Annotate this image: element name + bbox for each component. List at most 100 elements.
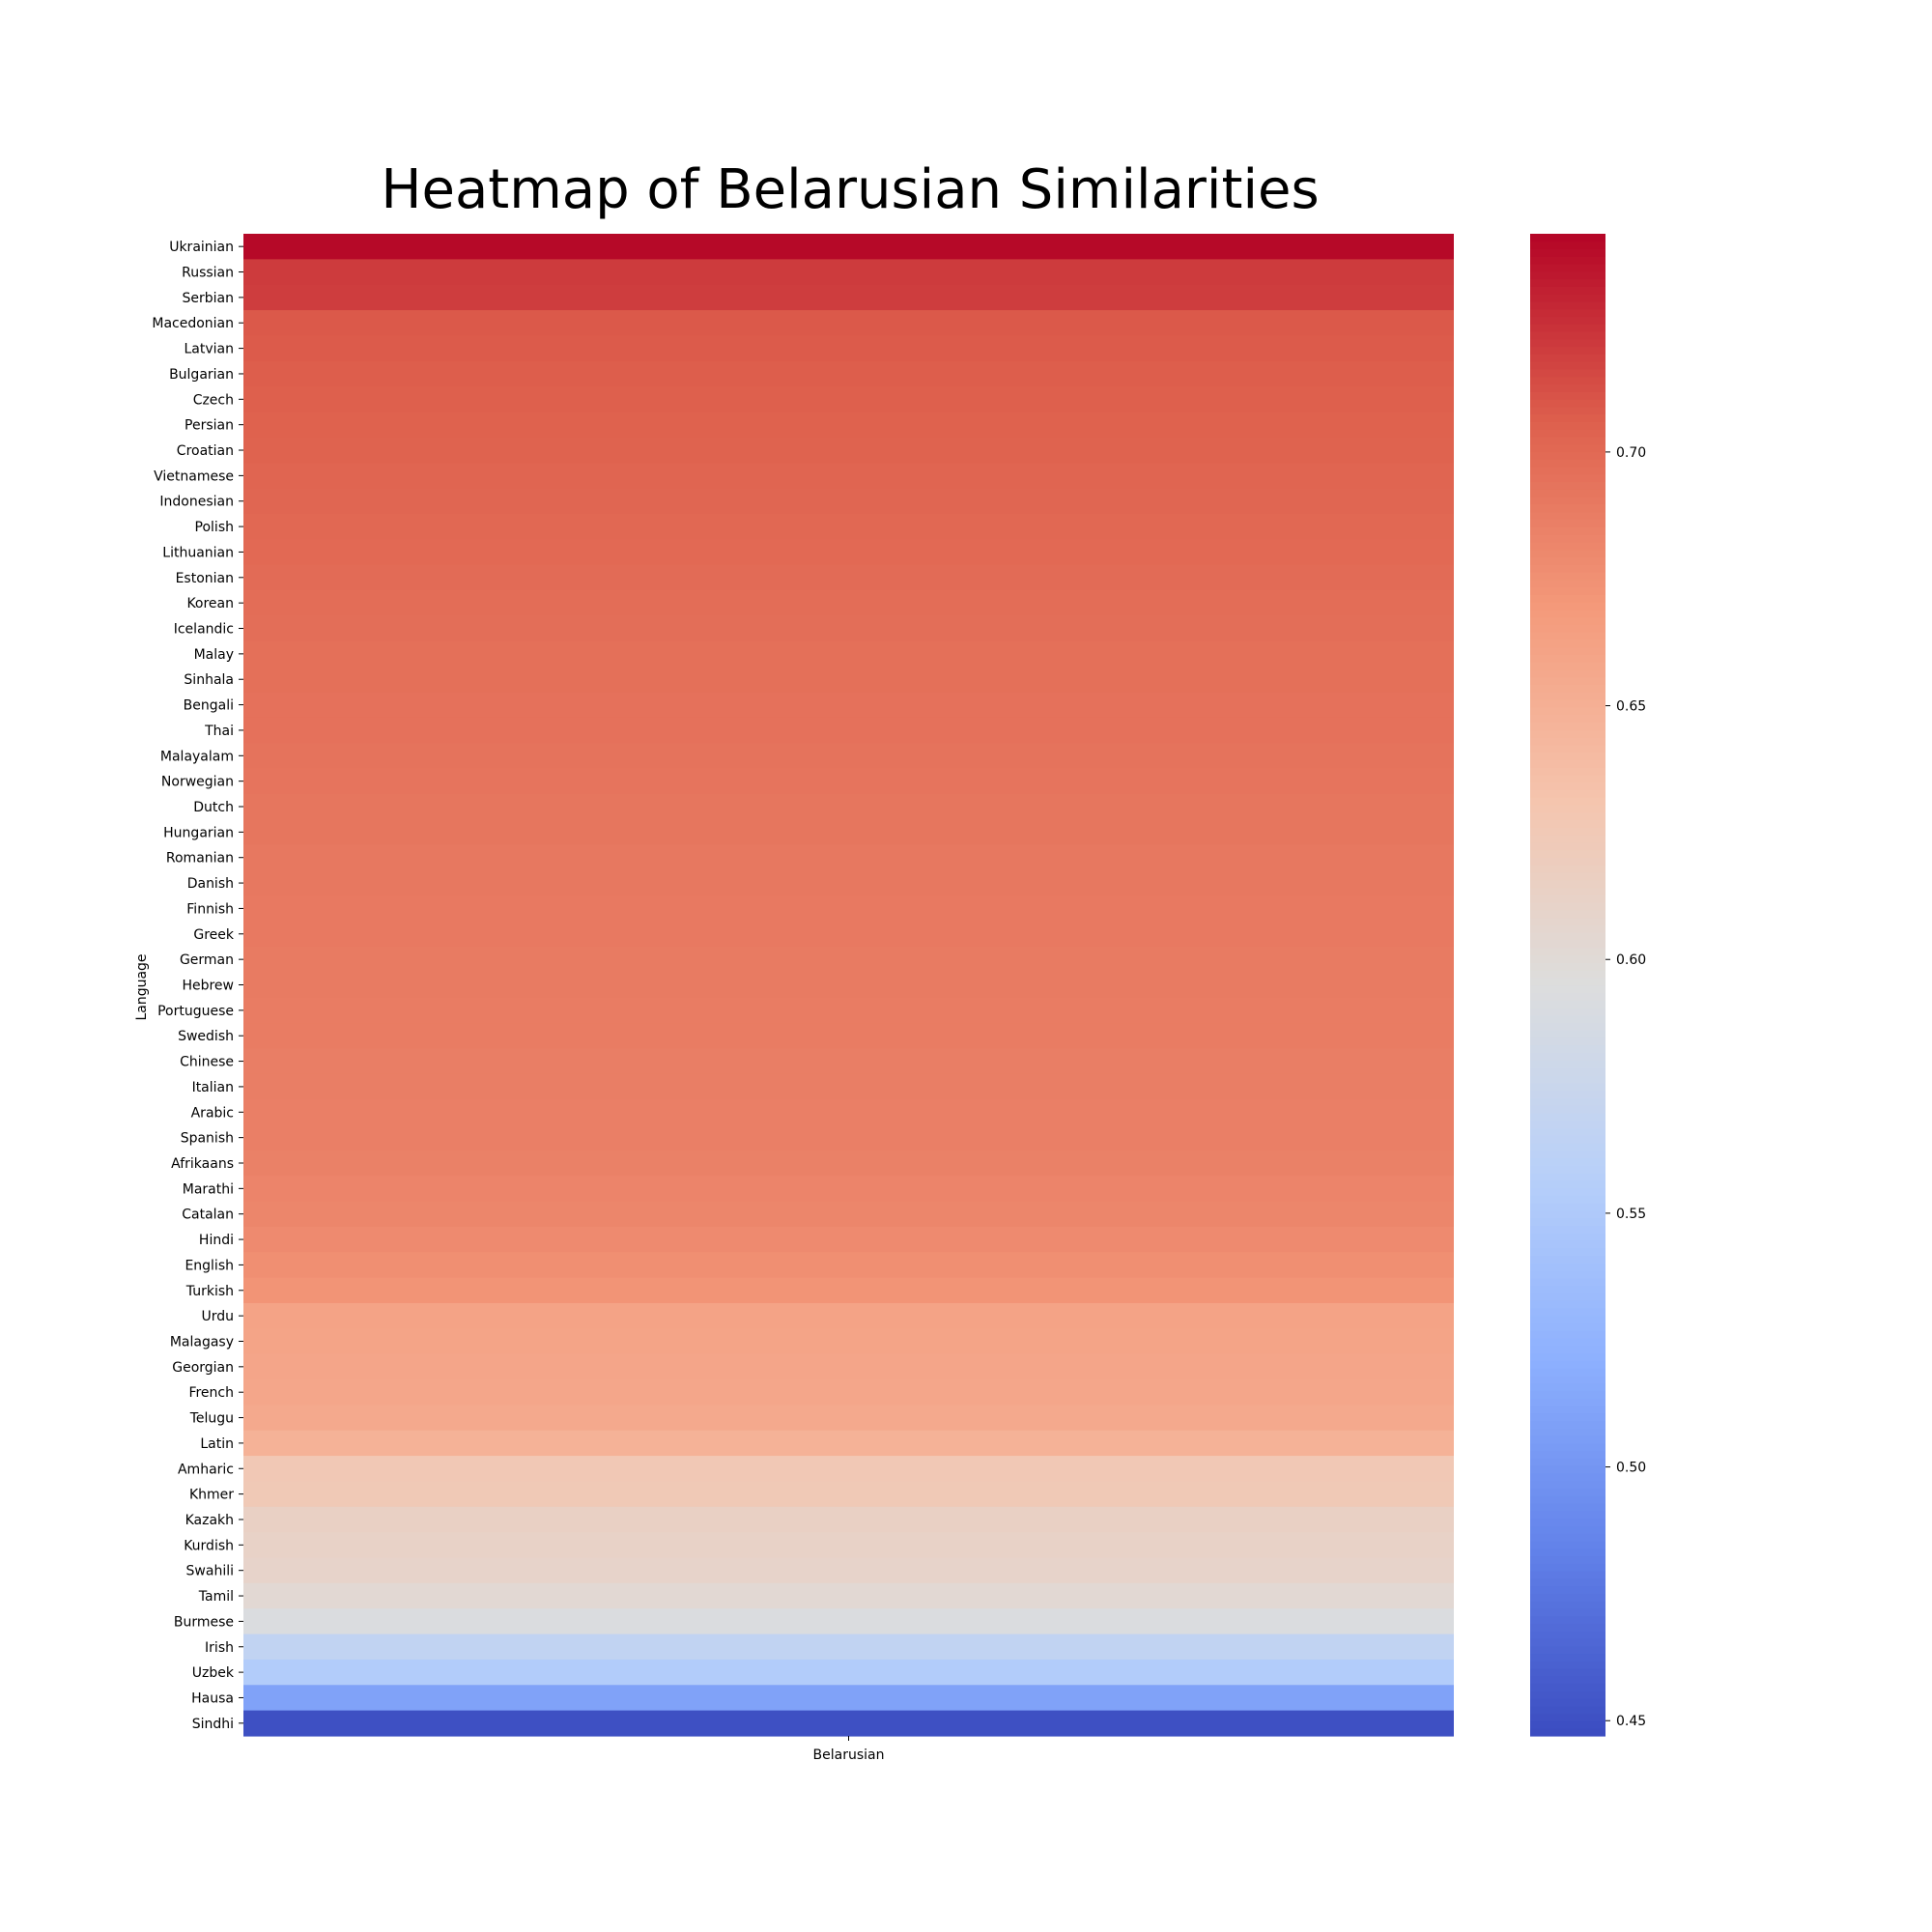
- row-label: Bulgarian: [169, 367, 234, 383]
- colorbar-segment: [1530, 338, 1605, 348]
- row-label: Georgian: [172, 1360, 234, 1376]
- colorbar-segment: [1530, 736, 1605, 746]
- column-label: Belarusian: [813, 1747, 885, 1763]
- row-label: Lithuanian: [162, 545, 234, 560]
- row-label: Arabic: [191, 1105, 234, 1121]
- colorbar-segment: [1530, 346, 1605, 355]
- heatmap-cell: [243, 1710, 1454, 1737]
- row-label: Kurdish: [184, 1538, 234, 1553]
- colorbar-segment: [1530, 391, 1605, 400]
- colorbar-segment: [1530, 1202, 1605, 1211]
- colorbar-segment: [1530, 676, 1605, 686]
- column-tick-labels: Belarusian: [813, 1736, 885, 1763]
- heatmap-cell: [243, 768, 1454, 795]
- colorbar-segment: [1530, 797, 1605, 806]
- colorbar-segment: [1530, 1390, 1605, 1399]
- colorbar-segment: [1530, 1074, 1605, 1084]
- colorbar-segment: [1530, 1668, 1605, 1677]
- colorbar-segment: [1530, 1225, 1605, 1234]
- row-label: Burmese: [174, 1614, 234, 1630]
- colorbar-segment: [1530, 467, 1605, 475]
- colorbar-segment: [1530, 1442, 1605, 1452]
- heatmap-cell: [243, 310, 1454, 337]
- heatmap-cell: [243, 539, 1454, 566]
- colorbar-segment: [1530, 909, 1605, 919]
- row-label: Khmer: [189, 1488, 234, 1503]
- row-label: Malay: [194, 647, 234, 663]
- colorbar-segment: [1530, 1525, 1605, 1534]
- colorbar-segment: [1530, 632, 1605, 640]
- row-label: Indonesian: [159, 495, 234, 510]
- colorbar-segment: [1530, 286, 1605, 295]
- colorbar-segment: [1530, 451, 1605, 460]
- colorbar-segment: [1530, 1661, 1605, 1669]
- colorbar-segment: [1530, 1285, 1605, 1293]
- colorbar-segment: [1530, 969, 1605, 979]
- row-label: Catalan: [182, 1208, 234, 1223]
- heatmap-cell: [243, 386, 1454, 413]
- colorbar-segment: [1530, 729, 1605, 738]
- row-label: Norwegian: [161, 775, 234, 790]
- colorbar-segment: [1530, 1577, 1605, 1587]
- heatmap-cell: [243, 1506, 1454, 1533]
- colorbar-segment: [1530, 639, 1605, 648]
- colorbar-segment: [1530, 1533, 1605, 1542]
- row-tick-labels: Ukrainian Russian Serbian Macedonian Latvian…: [152, 240, 243, 1732]
- colorbar-segment: [1530, 811, 1605, 821]
- colorbar-segment: [1530, 549, 1605, 557]
- colorbar-segment: [1530, 270, 1605, 280]
- colorbar-segment: [1530, 759, 1605, 768]
- colorbar-segment: [1530, 1300, 1605, 1309]
- colorbar-segment: [1530, 579, 1605, 588]
- heatmap-cell: [243, 1532, 1454, 1559]
- colorbar-segment: [1530, 1067, 1605, 1076]
- heatmap-cell: [243, 234, 1454, 260]
- colorbar-segment: [1530, 871, 1605, 881]
- row-label: Kazakh: [185, 1513, 234, 1528]
- colorbar-segment: [1530, 1157, 1605, 1166]
- colorbar-tick-label: 0.50: [1616, 1461, 1646, 1476]
- row-label: Italian: [192, 1080, 234, 1095]
- row-label: Czech: [193, 392, 234, 408]
- colorbar-segment: [1530, 1645, 1605, 1655]
- colorbar-segment: [1530, 1705, 1605, 1715]
- colorbar-segment: [1530, 1104, 1605, 1114]
- heatmap-cell: [243, 259, 1454, 286]
- colorbar-segment: [1530, 609, 1605, 618]
- colorbar-segment: [1530, 1322, 1605, 1331]
- heatmap-cells: [243, 234, 1454, 1737]
- colorbar-segment: [1530, 1502, 1605, 1512]
- colorbar-segment: [1530, 722, 1605, 730]
- colorbar-segment: [1530, 406, 1605, 415]
- colorbar-segment: [1530, 1623, 1605, 1632]
- row-label: Turkish: [185, 1284, 234, 1299]
- colorbar-segment: [1530, 1030, 1605, 1038]
- colorbar-segment: [1530, 1120, 1605, 1128]
- colorbar-segment: [1530, 744, 1605, 753]
- colorbar-segment: [1530, 857, 1605, 866]
- heatmap-cell: [243, 1328, 1454, 1355]
- colorbar-segment: [1530, 1548, 1605, 1556]
- colorbar-segment: [1530, 662, 1605, 670]
- heatmap-cell: [243, 1073, 1454, 1100]
- colorbar-segment: [1530, 1277, 1605, 1287]
- row-label: Spanish: [181, 1131, 234, 1147]
- colorbar-segment: [1530, 1690, 1605, 1699]
- row-label: Irish: [205, 1640, 234, 1656]
- colorbar-segment: [1530, 1555, 1605, 1564]
- heatmap-cell: [243, 1582, 1454, 1609]
- colorbar-segment: [1530, 1601, 1605, 1609]
- colorbar-segment: [1530, 684, 1605, 693]
- colorbar-segment: [1530, 1563, 1605, 1572]
- colorbar-segment: [1530, 421, 1605, 430]
- colorbar-segment: [1530, 1247, 1605, 1256]
- colorbar-tick-label: 0.70: [1616, 445, 1646, 461]
- row-label: Latin: [200, 1436, 234, 1452]
- colorbar-segment: [1530, 962, 1605, 971]
- y-axis-label: Language: [134, 953, 150, 1020]
- colorbar-segment: [1530, 865, 1605, 873]
- colorbar-segment: [1530, 1540, 1605, 1549]
- heatmap-cell: [243, 1099, 1454, 1126]
- colorbar-segment: [1530, 827, 1605, 836]
- colorbar-segment: [1530, 429, 1605, 438]
